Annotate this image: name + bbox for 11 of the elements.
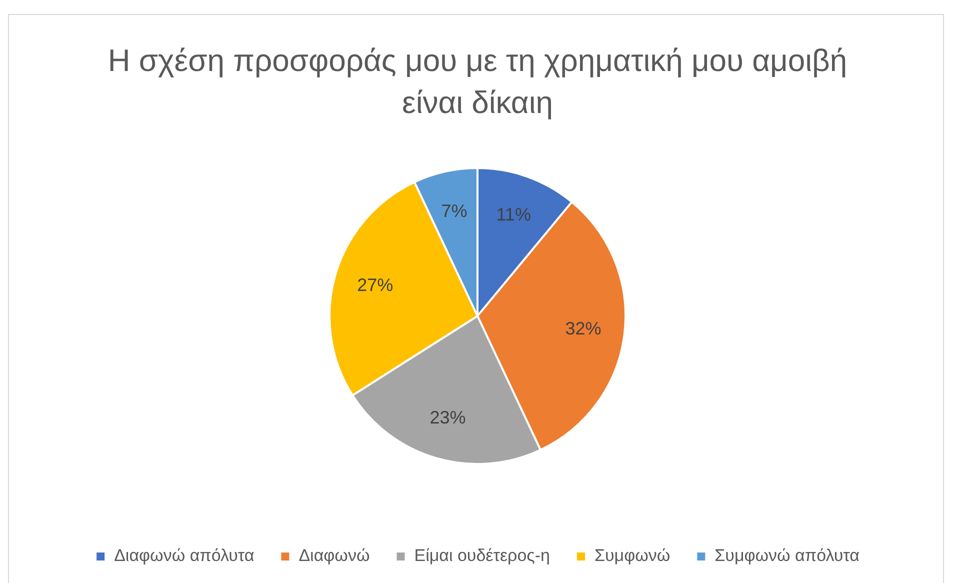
chart-title: Η σχέση προσφοράς μου με τη χρηματική μου αμοιβή είναι δίκαιη — [108, 42, 848, 122]
legend-label: Συμφωνώ — [594, 546, 670, 566]
legend-label: Διαφωνώ — [298, 546, 370, 566]
data-label: 7% — [441, 200, 468, 221]
legend-label: Συμφωνώ απόλυτα — [714, 546, 860, 566]
legend-label: Διαφωνώ απόλυτα — [114, 546, 254, 566]
data-label: 32% — [565, 318, 602, 338]
data-label: 27% — [357, 275, 394, 296]
data-label: 11% — [496, 204, 531, 225]
legend-label: Είμαι ουδέτερος-η — [414, 546, 550, 566]
data-label: 23% — [430, 407, 466, 428]
